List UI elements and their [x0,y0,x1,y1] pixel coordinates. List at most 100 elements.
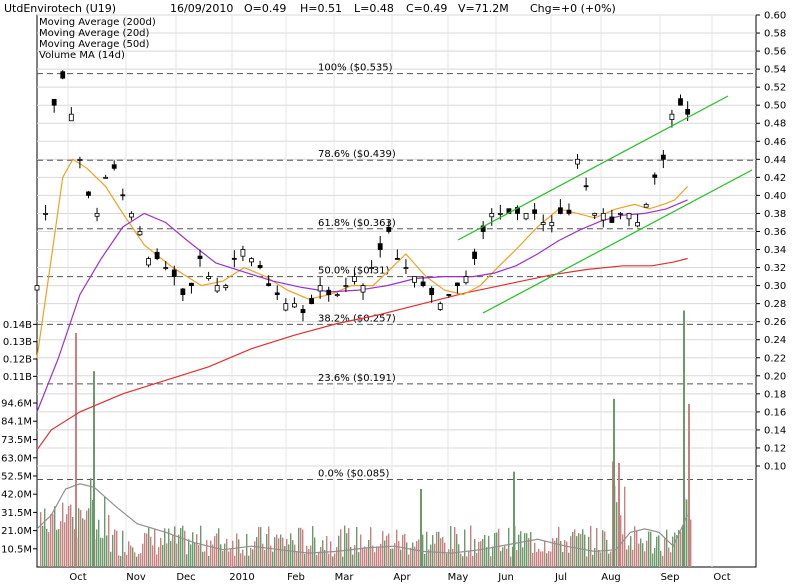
volume-bar [448,549,450,567]
volume-bar [376,546,378,567]
volume-bar [75,333,77,567]
volume-bar [636,530,638,567]
volume-bar [88,508,90,567]
volume-tick-label: 31.5M [1,508,32,519]
volume-bar [606,539,608,567]
volume-bar [490,556,492,567]
price-tick-label: 0.16 [764,407,786,418]
volume-bar [610,551,612,567]
volume-bar [494,532,496,567]
candle-body [334,294,340,297]
volume-bar [388,533,390,567]
volume-bar [272,551,274,567]
volume-bar [362,548,364,567]
volume-bar [214,536,216,567]
volume-tick-label: 63.0M [1,453,32,464]
volume-bar [426,531,428,567]
candle-body [266,283,272,286]
time-tick-label: Oct [69,572,86,583]
volume-bar [588,536,590,567]
volume-bar [538,548,540,567]
volume-bar [522,547,524,567]
volume-bar [378,546,380,567]
time-tick-label: Nov [126,572,146,583]
volume-bar [686,499,688,567]
volume-bar [654,548,656,567]
volume-bar [576,536,578,567]
volume-bar [84,519,86,567]
volume-bar [398,541,400,567]
volume-bar [166,543,168,567]
volume-bar [56,529,58,567]
volume-bar [98,519,100,567]
candle-body [377,243,383,250]
candle-body [60,71,66,79]
volume-bar [210,540,212,567]
price-tick-label: 0.24 [764,335,786,346]
channel-lower-line [482,169,753,314]
volume-bar [390,548,392,567]
candle-body [678,98,683,106]
volume-bar [392,548,394,567]
price-tick-label: 0.26 [764,317,786,328]
volume-bar [310,545,312,567]
volume-bar [220,544,222,567]
candle-body [446,294,452,296]
candle-body [120,194,126,197]
volume-bar [364,546,366,567]
volume-bar [622,534,624,567]
volume-bar [386,535,388,567]
volume-bar [132,547,134,567]
volume-tick-label: 73.5M [1,435,32,446]
volume-bar [306,545,308,567]
volume-bar [244,555,246,567]
price-tick-label: 0.42 [764,173,786,184]
price-tick-label: 0.34 [764,245,786,256]
volume-bar [318,551,320,567]
header-change: Chg=+0 (+0%) [530,2,616,15]
candle-body [352,276,357,282]
volume-bar [630,536,632,567]
candle-body [197,255,203,259]
volume-bar [342,556,344,567]
candle-body [532,209,538,214]
header-volume: V=71.2M [458,2,509,15]
volume-bar [530,532,532,567]
volume-bar [652,553,654,567]
volume-bar [558,526,560,567]
candle-body [214,285,220,292]
candle-body [291,303,297,308]
series-line-0 [36,257,688,451]
volume-bar [44,508,46,567]
volume-bar [480,541,482,567]
volume-bar [196,534,198,567]
volume-bar [130,545,132,567]
candle-body [549,222,555,227]
volume-bar [560,540,562,567]
time-tick-label: May [448,572,469,583]
volume-bar [528,538,530,567]
fib-level-label: 100% ($0.535) [318,63,393,74]
volume-bar [300,527,302,567]
time-tick-label: Apr [393,572,411,583]
legend-item: Volume MA (14d) [39,50,125,61]
volume-bar [144,533,146,567]
price-tick-label: 0.58 [764,29,786,40]
volume-bar [664,538,666,567]
volume-bar [518,534,520,567]
volume-bar [396,529,398,567]
volume-bar [436,531,438,567]
candle-body [128,213,134,218]
volume-bar [276,534,278,567]
price-tick-label: 0.38 [764,209,786,220]
candle-body [343,285,349,288]
candle-body [163,267,169,269]
candle-body [77,158,83,161]
volume-bar [662,555,664,567]
volume-bar [114,529,116,567]
volume-bar [278,538,280,567]
volume-bar [216,533,218,567]
volume-bar [286,538,288,567]
volume-bar [670,552,672,567]
